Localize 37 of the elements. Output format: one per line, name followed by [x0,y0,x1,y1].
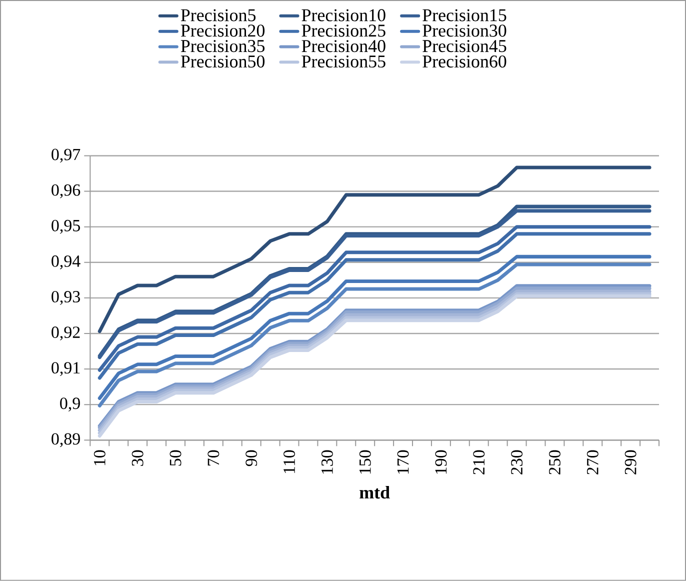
y-tick-label: 0,9 [60,398,80,412]
x-tick-label: 270 [586,450,598,474]
y-tick-label: 0,94 [52,256,80,270]
y-tick-label: 0,91 [52,362,80,376]
x-tick-label: 30 [132,450,144,466]
x-axis-title: mtd [360,486,390,499]
x-tick-label: 150 [359,450,371,474]
x-tick-label: 110 [284,450,295,474]
legend-label: Precision30 [422,24,506,37]
x-tick-label: 290 [624,450,636,474]
x-tick-label: 90 [246,450,258,466]
y-tick-label: 0,97 [52,148,80,163]
y-tick-label: 0,96 [52,184,80,198]
x-tick-label: 170 [397,450,409,474]
legend-label: Precision55 [302,56,386,68]
legend-label: Precision25 [302,24,386,37]
legend-label: Precision50 [180,56,265,68]
y-tick-label: 0,93 [52,291,80,305]
legend-label: Precision45 [422,40,506,52]
x-tick-label: 70 [208,450,220,466]
legend-label: Precision15 [422,9,506,22]
y-tick-label: 0,89 [52,433,80,448]
legend-label: Precision20 [180,24,265,37]
legend-label: Precision40 [302,40,386,52]
legend-label: Precision5 [180,9,256,22]
legend-label: Precision35 [180,40,265,52]
legend-label: Precision10 [302,9,386,22]
x-tick-label: 210 [473,450,485,474]
x-tick-label: 190 [435,450,447,474]
legend-label: Precision60 [422,56,506,68]
y-tick-label: 0,92 [52,326,80,341]
x-tick-label: 250 [548,450,560,474]
y-tick-label: 0,95 [52,220,80,234]
x-tick-label: 130 [321,450,333,474]
x-tick-label: 230 [511,450,523,474]
x-tick-label: 50 [170,450,182,466]
x-tick-label: 10 [94,450,106,466]
